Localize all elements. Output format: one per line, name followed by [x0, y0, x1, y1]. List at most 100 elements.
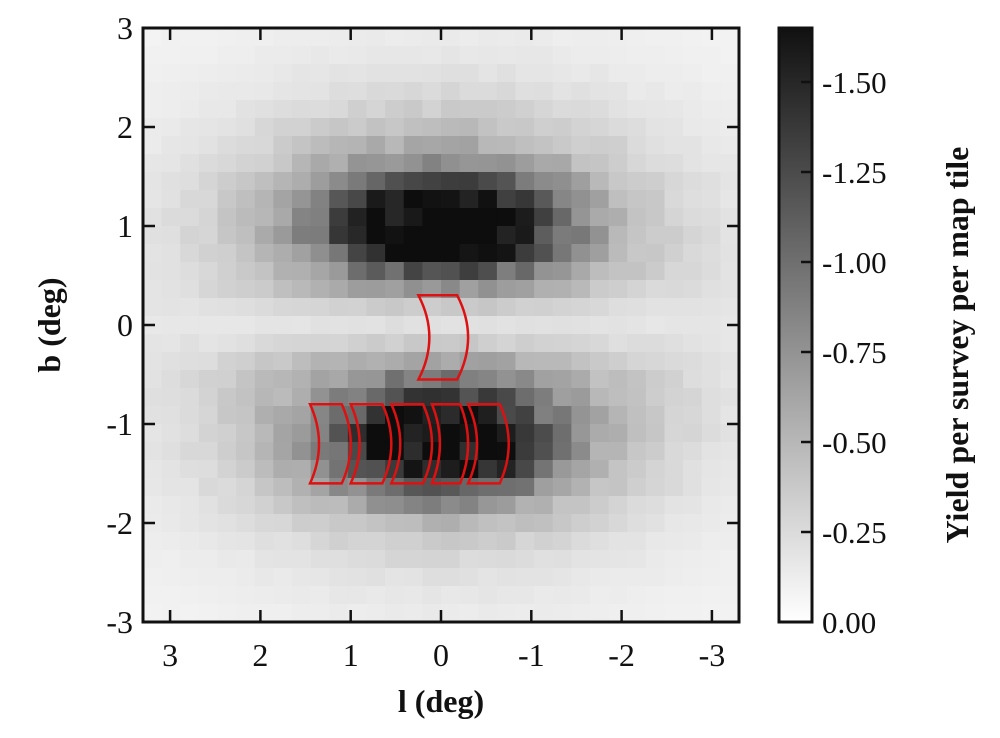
heatmap-cell: [720, 550, 740, 569]
heatmap-cell: [161, 568, 181, 587]
heatmap-cell: [534, 478, 554, 497]
heatmap-cell: [608, 154, 628, 173]
heatmap-cell: [683, 406, 703, 425]
heatmap-cell: [422, 388, 442, 407]
heatmap-cell: [459, 442, 479, 461]
heatmap-cell: [161, 82, 181, 101]
heatmap-cell: [552, 28, 572, 47]
heatmap-cell: [236, 28, 256, 47]
heatmap-cell: [534, 298, 554, 317]
heatmap-cell: [459, 568, 479, 587]
heatmap-cell: [292, 82, 312, 101]
heatmap-cell: [496, 424, 517, 443]
heatmap-cell: [143, 388, 163, 407]
heatmap-cell: [534, 550, 554, 569]
heatmap-cell: [441, 154, 461, 173]
heatmap-cell: [571, 64, 591, 83]
heatmap-cell: [627, 568, 647, 587]
heatmap-cell: [590, 244, 610, 263]
heatmap-cell: [254, 316, 274, 335]
heatmap-cell: [273, 226, 293, 245]
heatmap-cell: [161, 244, 181, 263]
heatmap-cell: [217, 604, 237, 623]
heatmap-cell: [143, 406, 163, 425]
heatmap-cell: [329, 478, 349, 497]
heatmap-cell: [273, 154, 293, 173]
heatmap-cell: [422, 604, 442, 623]
heatmap-cell: [608, 244, 628, 263]
heatmap-cell: [143, 226, 163, 245]
heatmap-cell: [496, 514, 517, 533]
heatmap-cell: [292, 28, 312, 47]
heatmap-cell: [180, 262, 200, 281]
x-tick-label: 3: [162, 637, 178, 673]
heatmap-cell: [664, 406, 684, 425]
heatmap-cell: [590, 172, 610, 191]
heatmap-cell: [441, 460, 461, 479]
heatmap-cell: [236, 298, 256, 317]
heatmap-cell: [664, 316, 684, 335]
heatmap-cell: [217, 568, 237, 587]
heatmap-cell: [608, 550, 628, 569]
heatmap-cell: [645, 586, 666, 605]
heatmap-cell: [217, 496, 237, 515]
heatmap-cell: [143, 172, 163, 191]
heatmap-cell: [683, 550, 703, 569]
heatmap-cell: [701, 514, 721, 533]
heatmap-cell: [366, 244, 386, 263]
heatmap-cell: [496, 316, 517, 335]
heatmap-cell: [478, 550, 498, 569]
heatmap-cell: [701, 478, 721, 497]
heatmap-cell: [515, 550, 535, 569]
heatmap-cell: [161, 280, 181, 299]
heatmap-cell: [198, 298, 219, 317]
heatmap-cell: [515, 478, 535, 497]
heatmap-cell: [329, 388, 349, 407]
heatmap-cell: [701, 226, 721, 245]
heatmap-cell: [217, 262, 237, 281]
heatmap-cell: [478, 604, 498, 623]
heatmap-cell: [347, 244, 368, 263]
heatmap-cell: [478, 388, 498, 407]
heatmap-cell: [478, 208, 498, 227]
heatmap-cell: [254, 460, 274, 479]
heatmap-cell: [143, 550, 163, 569]
heatmap-cell: [441, 298, 461, 317]
heatmap-cell: [590, 514, 610, 533]
heatmap-cell: [701, 190, 721, 209]
heatmap-cell: [403, 298, 423, 317]
heatmap-cell: [347, 64, 368, 83]
heatmap-cell: [198, 172, 219, 191]
heatmap-cell: [422, 208, 442, 227]
heatmap-cell: [701, 568, 721, 587]
heatmap-cell: [571, 46, 591, 65]
heatmap-cell: [236, 496, 256, 515]
heatmap-cell: [645, 532, 666, 551]
heatmap-cell: [198, 190, 219, 209]
heatmap-cell: [422, 280, 442, 299]
heatmap-cell: [180, 226, 200, 245]
heatmap-cell: [347, 82, 368, 101]
heatmap-cell: [329, 226, 349, 245]
heatmap-cell: [254, 118, 274, 137]
heatmap-cell: [515, 136, 535, 155]
heatmap-cell: [534, 172, 554, 191]
heatmap-cell: [198, 64, 219, 83]
heatmap-cell: [236, 550, 256, 569]
heatmap-cell: [254, 334, 274, 353]
colorbar-tick-label: -1.50: [822, 65, 887, 100]
heatmap-cell: [515, 370, 535, 389]
heatmap-cell: [254, 64, 274, 83]
heatmap-cell: [627, 136, 647, 155]
heatmap-cell: [664, 460, 684, 479]
heatmap-cell: [292, 64, 312, 83]
heatmap-cell: [254, 388, 274, 407]
heatmap-cell: [478, 352, 498, 371]
heatmap-cell: [385, 262, 405, 281]
heatmap-cell: [701, 298, 721, 317]
heatmap-cell: [534, 190, 554, 209]
heatmap-cell: [552, 604, 572, 623]
heatmap-cell: [534, 532, 554, 551]
heatmap-cell: [422, 532, 442, 551]
heatmap-cell: [403, 244, 423, 263]
